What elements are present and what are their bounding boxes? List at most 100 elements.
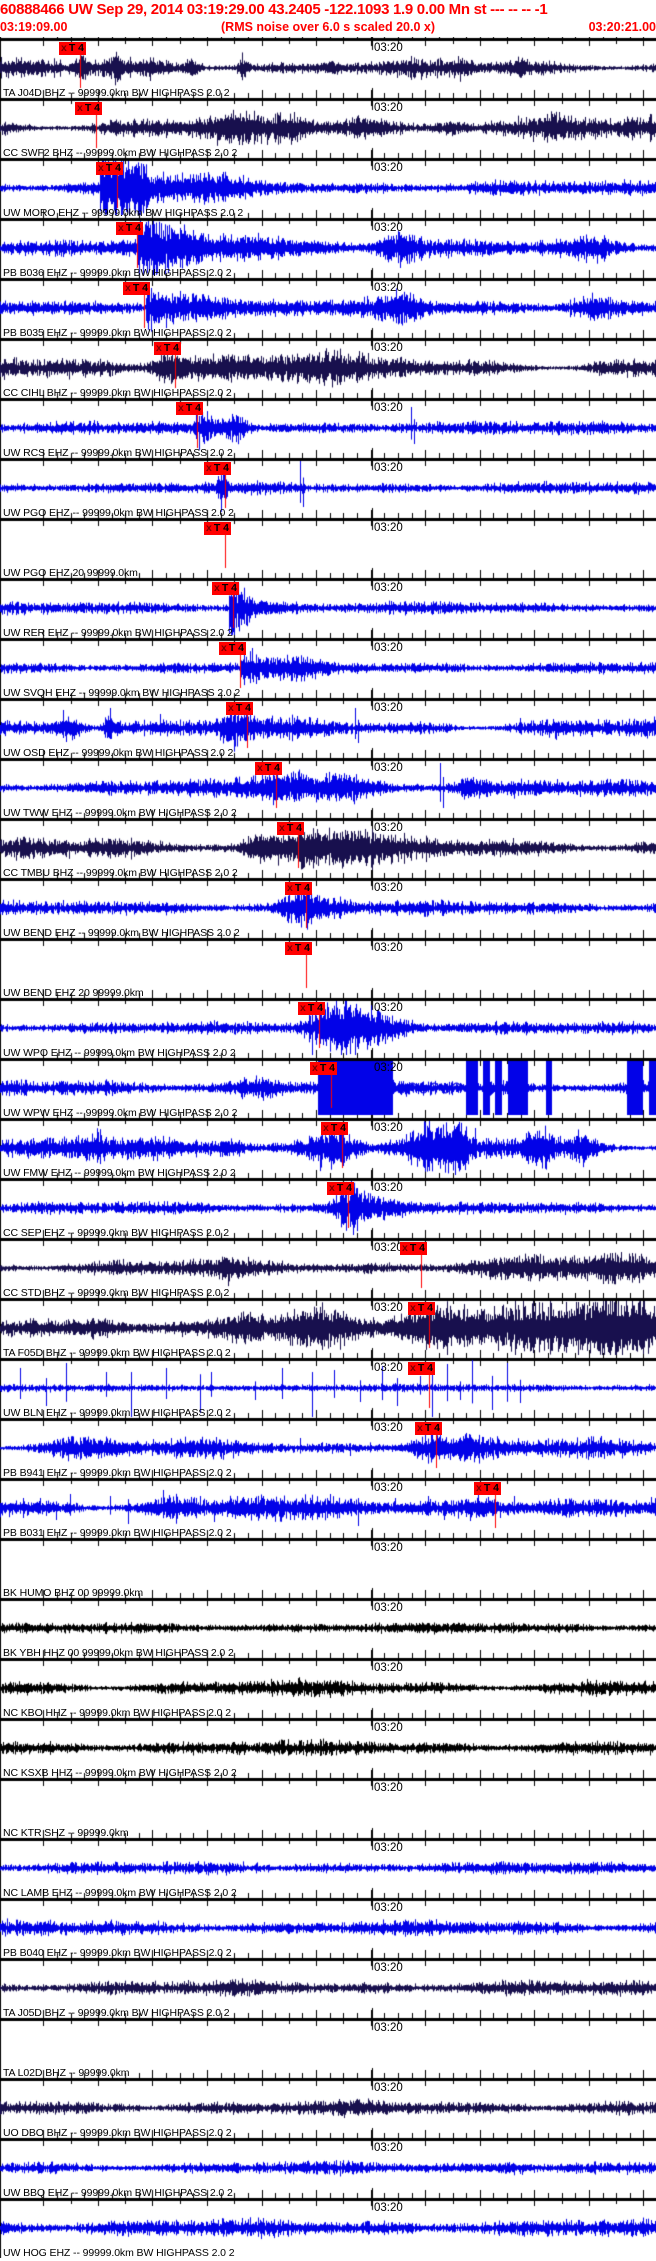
trace-row-15[interactable]: 03:20 x T 4 UW BEND EHZ 20 99999.0km (0, 941, 656, 1001)
minute-tick-label: 03:20 (374, 1422, 403, 1434)
trace-row-20[interactable]: 03:20 x T 4 CC STD BHZ -- 99999.0km BW HIGH… (0, 1241, 656, 1301)
trace-row-29[interactable]: 03:20 NC KTR SHZ -- 99999.0km (0, 1781, 656, 1841)
trace-row-4[interactable]: 03:20 x T 4 PB B035 EHZ -- 99999.0km BW HIG… (0, 281, 656, 341)
pick-delete-x-icon[interactable]: x (410, 1302, 416, 1314)
trace-row-11[interactable]: 03:20 x T 4 UW OSD EHZ -- 99999.0km BW HIGH… (0, 701, 656, 761)
pick-delete-x-icon[interactable]: x (312, 1062, 318, 1074)
station-channel-label: UW BEND EHZ 20 99999.0km (3, 987, 144, 999)
pick-phase-label: T 4 (409, 1242, 426, 1254)
trace-row-8[interactable]: 03:20 x T 4 UW PGO EHZ 20 99999.0km (0, 521, 656, 581)
pick-phase-label: T 4 (125, 222, 142, 234)
pick-delete-x-icon[interactable]: x (410, 1362, 416, 1374)
pick-delete-x-icon[interactable]: x (156, 342, 162, 354)
trace-row-33[interactable]: 03:20 TA L02D BHZ -- 99999.0km (0, 2021, 656, 2081)
trace-row-36[interactable]: 03:20 UW HOG EHZ -- 99999.0km BW HIGHPASS… (0, 2201, 656, 2261)
trace-row-21[interactable]: 03:20 x T 4 TA F05D BHZ -- 99999.0km BW HIG… (0, 1301, 656, 1361)
pick-delete-x-icon[interactable]: x (228, 702, 234, 714)
trace-row-5[interactable]: 03:20 x T 4 CC CIHL BHZ -- 99999.0km BW HIG… (0, 341, 656, 401)
pick-delete-x-icon[interactable]: x (178, 402, 184, 414)
trace-row-9[interactable]: 03:20 x T 4 UW RER EHZ -- 99999.0km BW HIGH… (0, 581, 656, 641)
trace-row-19[interactable]: 03:20 x T 4 CC SEP EHZ -- 99999.0km BW HIGH… (0, 1181, 656, 1241)
trace-row-30[interactable]: 03:20 NC LAMB EHZ -- 99999.0km BW HIGHPAS… (0, 1841, 656, 1901)
trace-row-18[interactable]: 03:20 x T 4 UW FMW EHZ -- 99999.0km BW HIGH… (0, 1121, 656, 1181)
minute-tick-label: 03:20 (374, 1602, 403, 1614)
trace-row-25[interactable]: 03:20 BK HUMO BHZ 00 99999.0km (0, 1541, 656, 1601)
trace-row-6[interactable]: 03:20 x T 4 UW RCS EHZ -- 99999.0km BW HIGH… (0, 401, 656, 461)
pick-delete-x-icon[interactable]: x (206, 522, 212, 534)
minute-tick-label: 03:20 (374, 1902, 403, 1914)
pick-delete-x-icon[interactable]: x (323, 1122, 329, 1134)
trace-row-3[interactable]: 03:20 x T 4 PB B036 EHZ -- 99999.0km BW HIG… (0, 221, 656, 281)
trace-row-22[interactable]: 03:20 x T 4 UW BLN EHZ -- 99999.0km BW HIGH… (0, 1361, 656, 1421)
pick-delete-x-icon[interactable]: x (98, 162, 104, 174)
trace-row-35[interactable]: 03:20 UW BBQ EHZ -- 99999.0km BW HIGHPASS… (0, 2141, 656, 2201)
time-window-line: 03:19:09.00 (RMS noise over 6.0 s scaled… (0, 20, 656, 35)
minute-tick-label: 03:20 (374, 2022, 403, 2034)
trace-row-17[interactable]: 03:20 x T 4 UW WPW EHZ -- 99999.0km BW HIGH… (0, 1061, 656, 1121)
pick-delete-x-icon[interactable]: x (287, 942, 293, 954)
pick-delete-x-icon[interactable]: x (214, 582, 220, 594)
pick-delete-x-icon[interactable]: x (118, 222, 124, 234)
trace-row-2[interactable]: 03:20 x T 4 UW MORO EHZ -- 99999.0km BW HIG… (0, 161, 656, 221)
trace-row-12[interactable]: 03:20 x T 4 UW TWW EHZ -- 99999.0km BW HIGH… (0, 761, 656, 821)
trace-row-14[interactable]: 03:20 x T 4 UW BEND EHZ -- 99999.0km BW HIG… (0, 881, 656, 941)
pick-delete-x-icon[interactable]: x (125, 282, 131, 294)
trace-row-26[interactable]: 03:20 BK YBH HHZ 00 99999.0km BW HIGHPASS… (0, 1601, 656, 1661)
pick-delete-x-icon[interactable]: x (77, 102, 83, 114)
pick-delete-x-icon[interactable]: x (300, 1002, 306, 1014)
trace-row-1[interactable]: 03:20 x T 4 CC SWF2 BHZ -- 99999.0km BW HIG… (0, 101, 656, 161)
trace-row-24[interactable]: 03:20 x T 4 PB B031 EHZ -- 99999.0km BW HIG… (0, 1481, 656, 1541)
pick-delete-x-icon[interactable]: x (279, 822, 285, 834)
trace-row-34[interactable]: 03:20 UO DBO BHZ -- 99999.0km BW HIGHPASS… (0, 2081, 656, 2141)
trace-row-16[interactable]: 03:20 x T 4 UW WPO EHZ -- 99999.0km BW HIGH… (0, 1001, 656, 1061)
pick-delete-x-icon[interactable]: x (257, 762, 263, 774)
pick-delete-x-icon[interactable]: x (61, 42, 67, 54)
pick-delete-x-icon[interactable]: x (221, 642, 227, 654)
pick-delete-x-icon[interactable]: x (287, 882, 293, 894)
trace-row-13[interactable]: 03:20 x T 4 CC TMBU BHZ -- 99999.0km BW HIG… (0, 821, 656, 881)
minute-tick-label: 03:20 (374, 522, 403, 534)
trace-row-31[interactable]: 03:20 PB B040 EHZ -- 99999.0km BW HIGHPAS… (0, 1901, 656, 1961)
trace-row-27[interactable]: 03:20 NC KBO HHZ -- 99999.0km BW HIGHPASS… (0, 1661, 656, 1721)
trace-row-28[interactable]: 03:20 NC KSXB HHZ -- 99999.0km BW HIGHPAS… (0, 1721, 656, 1781)
pick-delete-x-icon[interactable]: x (417, 1422, 423, 1434)
trace-row-32[interactable]: 03:20 TA J05D BHZ -- 99999.0km BW HIGHPAS… (0, 1961, 656, 2021)
pick-delete-x-icon[interactable]: x (476, 1482, 482, 1494)
pick-phase-label: T 4 (228, 642, 245, 654)
pick-delete-x-icon[interactable]: x (206, 462, 212, 474)
minute-tick-label: 03:20 (374, 1122, 403, 1134)
pick-delete-x-icon[interactable]: x (329, 1182, 335, 1194)
trace-row-0[interactable]: 03:20 x T 4 TA J04D BHZ -- 99999.0km BW HIG… (0, 41, 656, 101)
pick-delete-x-icon[interactable]: x (402, 1242, 408, 1254)
station-channel-label: UW PGO EHZ -- 99999.0km BW HIGHPASS 2.0 … (3, 507, 234, 519)
trace-row-23[interactable]: 03:20 x T 4 PB B941 EHZ -- 99999.0km BW HIG… (0, 1421, 656, 1481)
trace-row-7[interactable]: 03:20 x T 4 UW PGO EHZ -- 99999.0km BW HIGH… (0, 461, 656, 521)
trace-row-10[interactable]: 03:20 x T 4 UW SVQH EHZ -- 99999.0km BW HIG… (0, 641, 656, 701)
minute-tick-label: 03:20 (374, 1482, 403, 1494)
